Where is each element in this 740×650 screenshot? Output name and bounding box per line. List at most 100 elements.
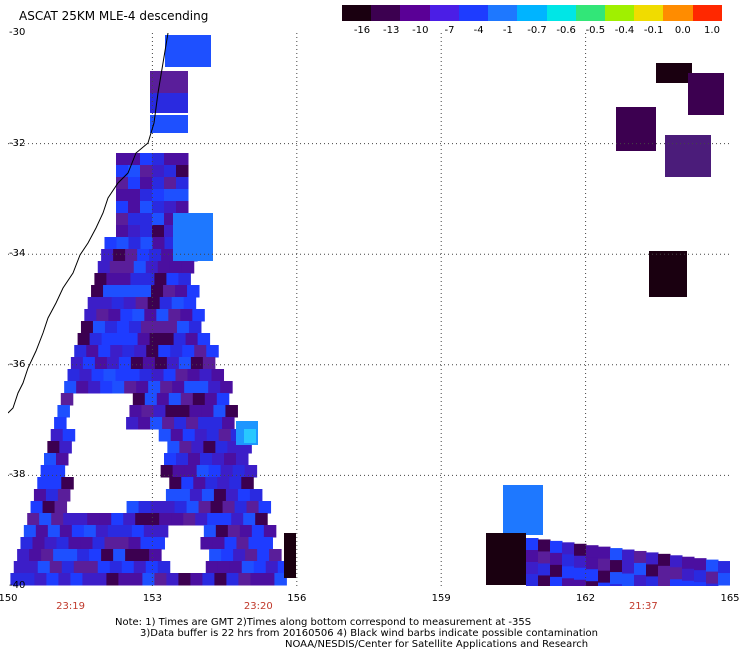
swath-cell [123, 513, 136, 526]
swath-cell [201, 405, 214, 418]
swath-cell [204, 393, 218, 406]
swath-cells [10, 35, 730, 586]
colorbar-tick-label: -0.6 [556, 25, 576, 36]
grid-lines [8, 33, 730, 586]
swath-cell [574, 579, 587, 586]
swath-cell [152, 537, 165, 550]
swath-cell [70, 573, 83, 586]
swath-cell [140, 213, 153, 226]
swath-cell [209, 549, 222, 562]
swath-cell [213, 489, 227, 502]
pass-time-label: 23:20 [243, 601, 273, 612]
swath-cell [129, 405, 142, 418]
swath-cell [274, 573, 287, 586]
swath-cell [182, 345, 195, 358]
swath-cell [164, 189, 177, 202]
swath-cell [206, 429, 220, 442]
longitude-tick-label: 159 [431, 593, 451, 604]
swath-cell [74, 345, 87, 358]
swath-cell [562, 578, 575, 586]
swath-cell [598, 570, 611, 584]
swath-cell [140, 153, 153, 166]
swath-cell [164, 165, 177, 178]
swath-cell [176, 321, 190, 334]
swath-cell [126, 417, 139, 430]
swath-cell [116, 153, 129, 166]
swath-cell [193, 477, 206, 490]
swath-cell [95, 525, 109, 538]
swath-cell [622, 549, 635, 563]
swath-cell [586, 545, 599, 558]
swath-cell [163, 369, 177, 382]
swath-cell [128, 213, 141, 226]
swath-cell [111, 513, 124, 526]
colorbar-tick-label: 0.0 [674, 25, 691, 36]
swath-cell [98, 345, 111, 358]
swath-cell [219, 513, 232, 526]
swath-cell [194, 345, 207, 358]
swath-cell [168, 393, 182, 406]
swath-cell [646, 564, 659, 577]
swath-cell [586, 581, 599, 586]
swath-cell [128, 177, 141, 190]
swath-cell [116, 225, 129, 238]
swath-cell [241, 561, 255, 574]
swath-cell [47, 441, 60, 454]
colorbar-segment [371, 5, 401, 21]
map-plot [8, 33, 730, 586]
swath-cell [64, 381, 77, 394]
swath-cell [73, 561, 87, 574]
chart-title: ASCAT 25KM MLE-4 descending [19, 9, 209, 23]
swath-cell [116, 201, 129, 214]
swath-cell [49, 477, 62, 490]
swath-cell [144, 309, 157, 322]
swath-cell [161, 333, 175, 346]
swath-cell [250, 573, 263, 586]
swath-cell [116, 537, 129, 550]
swath-cell [183, 513, 196, 526]
swath-cell [178, 573, 191, 586]
swath-cell [153, 405, 166, 418]
swath-cell [222, 501, 236, 514]
swath-cell [37, 477, 50, 490]
swath-cell [159, 297, 173, 310]
swath-cell [139, 369, 153, 382]
swath-cell [192, 309, 205, 322]
swath-cell [246, 501, 260, 514]
swath-cell [51, 513, 64, 526]
swath-cell [137, 549, 150, 562]
swath-cell [104, 237, 117, 250]
swath-cell [598, 558, 611, 572]
swath-cell [133, 561, 147, 574]
latitude-tick-label: -32 [9, 137, 26, 149]
swath-cell [658, 553, 671, 567]
swath-cell [152, 165, 165, 178]
swath-cell [71, 525, 85, 538]
swath-cell [128, 237, 141, 250]
swath-cell [99, 513, 112, 526]
swath-cell [239, 525, 253, 538]
swath-cell [208, 381, 221, 394]
swath-cell [124, 381, 137, 394]
swath-cell [198, 501, 212, 514]
swath-cell [646, 552, 659, 565]
swath-cell [149, 249, 162, 262]
swath-cell [249, 489, 263, 502]
swath-cell [174, 417, 187, 430]
swath-cell [176, 177, 189, 190]
swath-cell [154, 273, 167, 286]
swath-cell [656, 63, 692, 83]
swath-cell [178, 273, 191, 286]
swath-cell [144, 393, 158, 406]
swath-cell [503, 485, 543, 535]
swath-cell [97, 261, 111, 274]
swath-cell [222, 417, 235, 430]
swath-cell [37, 561, 51, 574]
swath-cell [101, 549, 114, 562]
latitude-tick-label: -40 [9, 580, 26, 591]
swath-cell [184, 381, 197, 394]
swath-cell [152, 177, 165, 190]
colorbar-tick-label: -7 [444, 25, 455, 36]
swath-cell [89, 333, 103, 346]
swath-cell [121, 561, 135, 574]
